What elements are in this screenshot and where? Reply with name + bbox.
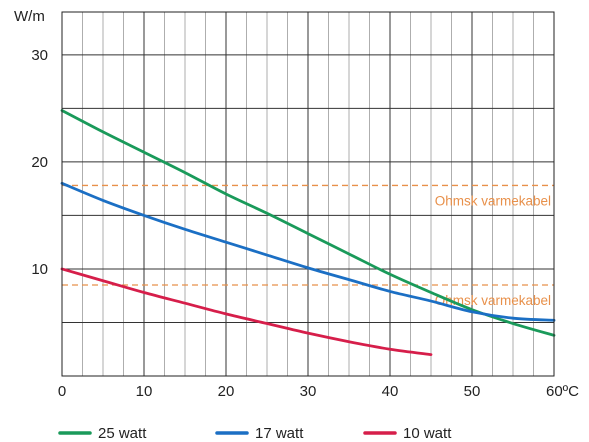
series-lines — [60, 109, 556, 356]
x-tick-label: 0 — [58, 383, 66, 400]
series-line-25-watt — [60, 109, 556, 337]
x-tick-labels: 0 10 20 30 40 50 60ºC — [58, 383, 579, 400]
plot-frame — [61, 11, 555, 377]
reference-line-label: Ohmsk varmekabel — [435, 193, 551, 208]
legend-label: 17 watt — [255, 425, 304, 442]
legend-label: 25 watt — [98, 425, 147, 442]
x-tick-label: 10 — [136, 383, 153, 400]
y-tick-label: 30 — [31, 47, 48, 64]
reference-line-label: Ohmsk varmekabel — [435, 293, 551, 308]
y-axis-label: W/m — [14, 8, 45, 25]
x-tick-label: 50 — [464, 383, 481, 400]
y-tick-labels: 10 20 30 — [31, 47, 48, 278]
legend-label: 10 watt — [403, 425, 452, 442]
y-tick-label: 20 — [31, 154, 48, 171]
y-tick-label: 10 — [31, 261, 48, 278]
series-line-17-watt — [60, 181, 556, 322]
reference-lines: Ohmsk varmekabel Ohmsk varmekabel — [62, 184, 554, 308]
x-tick-label: 30 — [300, 383, 317, 400]
minor-grid — [82, 12, 534, 376]
series-line-10-watt — [60, 267, 433, 356]
x-tick-label: 60ºC — [546, 383, 579, 400]
x-tick-label: 40 — [382, 383, 399, 400]
legend: 25 watt 17 watt 10 watt — [58, 425, 452, 442]
x-tick-label: 20 — [218, 383, 235, 400]
